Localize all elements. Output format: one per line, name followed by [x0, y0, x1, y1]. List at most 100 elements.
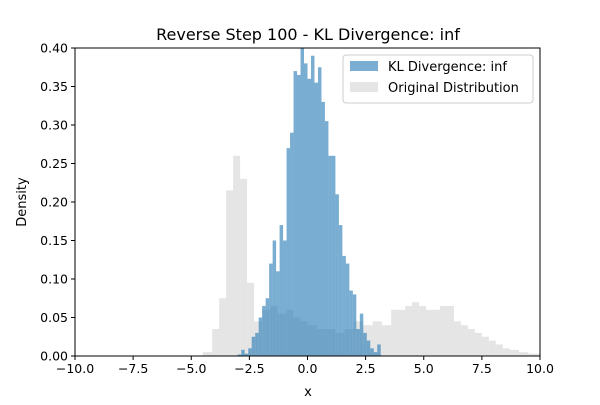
original-bar-1	[212, 329, 220, 356]
x-tick-label: −5.0	[176, 361, 206, 376]
kl-bar-0	[237, 354, 242, 356]
kl-bar-28	[335, 194, 339, 356]
original-bar-30	[440, 305, 447, 356]
original-bar-42	[528, 353, 540, 356]
kl-bar-9	[269, 263, 273, 356]
kl-bar-37	[366, 340, 371, 356]
kl-bar-26	[328, 155, 332, 356]
kl-bar-33	[352, 294, 357, 356]
kl-bar-8	[265, 298, 270, 356]
kl-bar-4	[251, 336, 256, 356]
original-bar-0	[202, 352, 213, 356]
original-bar-23	[391, 309, 399, 356]
kl-bar-17	[297, 74, 301, 356]
original-bar-36	[481, 336, 489, 356]
x-tick-label: 0.0	[298, 361, 318, 376]
legend-label-kl-divergence: KL Divergence: inf	[388, 60, 507, 75]
kl-bar-5	[255, 332, 259, 356]
original-bar-22	[381, 325, 392, 356]
y-axis: 0.00 0.05 0.10 0.15 0.20 0.25 0.30 0.35 0.40	[40, 41, 75, 364]
original-bar-40	[509, 349, 520, 356]
y-tick-label: 0.15	[40, 233, 68, 248]
legend-swatch-kl-divergence	[350, 61, 378, 71]
original-bar-5	[240, 178, 248, 356]
original-bar-34	[467, 329, 475, 356]
x-axis: −10.0 −7.5 −5.0 −2.5 0.0 2.5 5.0 7.5 10.0	[56, 356, 554, 376]
kl-bar-22	[314, 82, 318, 357]
original-bar-24	[398, 309, 406, 356]
x-tick-label: 5.0	[414, 361, 434, 376]
y-axis-label: Density	[15, 177, 30, 227]
y-tick-label: 0.20	[40, 195, 68, 210]
original-bar-4	[233, 155, 241, 356]
kl-bar-7	[262, 305, 266, 356]
kl-bar-34	[356, 329, 360, 356]
x-tick-label: −10.0	[56, 361, 94, 376]
kl-bar-2	[244, 353, 249, 356]
kl-bar-21	[310, 55, 315, 356]
legend-label-original-distribution: Original Distribution	[388, 81, 519, 96]
kl-bar-36	[363, 332, 367, 356]
original-bar-41	[519, 352, 529, 356]
original-bar-33	[460, 325, 468, 356]
kl-bar-13	[283, 240, 287, 356]
kl-bar-18	[300, 48, 305, 356]
original-bar-32	[453, 321, 461, 356]
x-tick-label: −2.5	[234, 361, 264, 376]
y-tick-label: 0.40	[40, 41, 68, 56]
x-tick-label: 10.0	[526, 361, 554, 376]
kl-bar-12	[279, 225, 284, 356]
original-bar-2	[219, 298, 227, 356]
kl-bar-27	[331, 155, 336, 356]
original-bar-39	[502, 348, 510, 356]
kl-bar-19	[304, 63, 308, 357]
legend-frame	[342, 54, 534, 104]
legend: KL Divergence: inf Original Distribution	[342, 54, 534, 104]
kl-bar-31	[345, 263, 350, 356]
y-tick-label: 0.30	[40, 118, 68, 133]
kl-bar-20	[307, 78, 311, 357]
original-bar-27	[419, 305, 427, 356]
kl-bar-40	[377, 344, 381, 356]
kl-bar-35	[359, 313, 364, 356]
kl-bar-24	[321, 101, 325, 357]
kl-bar-10	[272, 240, 277, 356]
x-tick-label: 7.5	[472, 361, 492, 376]
y-tick-label: 0.10	[40, 272, 68, 287]
kl-divergence-bars	[237, 48, 381, 357]
kl-bar-11	[276, 271, 280, 356]
kl-bar-39	[373, 352, 378, 356]
kl-bar-3	[248, 348, 252, 356]
y-tick-label: 0.25	[40, 156, 68, 171]
y-tick-label: 0.05	[40, 310, 68, 325]
original-bar-6	[247, 282, 255, 356]
original-bar-28	[426, 309, 434, 356]
x-axis-label: x	[304, 385, 312, 400]
x-tick-label: 2.5	[356, 361, 376, 376]
legend-swatch-original-distribution	[350, 82, 378, 92]
original-bar-21	[372, 321, 382, 356]
original-bar-29	[433, 309, 441, 356]
kl-bar-25	[324, 121, 329, 357]
original-bar-31	[447, 305, 454, 356]
kl-bar-29	[338, 225, 343, 356]
original-bar-37	[488, 340, 496, 356]
original-bar-38	[495, 344, 503, 356]
chart-title: Reverse Step 100 - KL Divergence: inf	[156, 25, 460, 44]
original-bar-3	[226, 190, 234, 356]
y-tick-label: 0.00	[40, 349, 68, 364]
kl-bar-16	[293, 71, 298, 356]
kl-bar-15	[290, 132, 294, 356]
kl-bar-30	[342, 255, 346, 356]
original-bar-26	[412, 302, 420, 356]
kl-bar-23	[317, 67, 322, 356]
original-bar-35	[474, 332, 482, 356]
y-tick-label: 0.35	[40, 79, 68, 94]
original-bar-25	[405, 305, 413, 356]
kl-bar-32	[349, 290, 353, 356]
kl-bar-6	[258, 317, 263, 356]
x-tick-label: −7.5	[118, 361, 148, 376]
kl-bar-1	[241, 349, 245, 356]
